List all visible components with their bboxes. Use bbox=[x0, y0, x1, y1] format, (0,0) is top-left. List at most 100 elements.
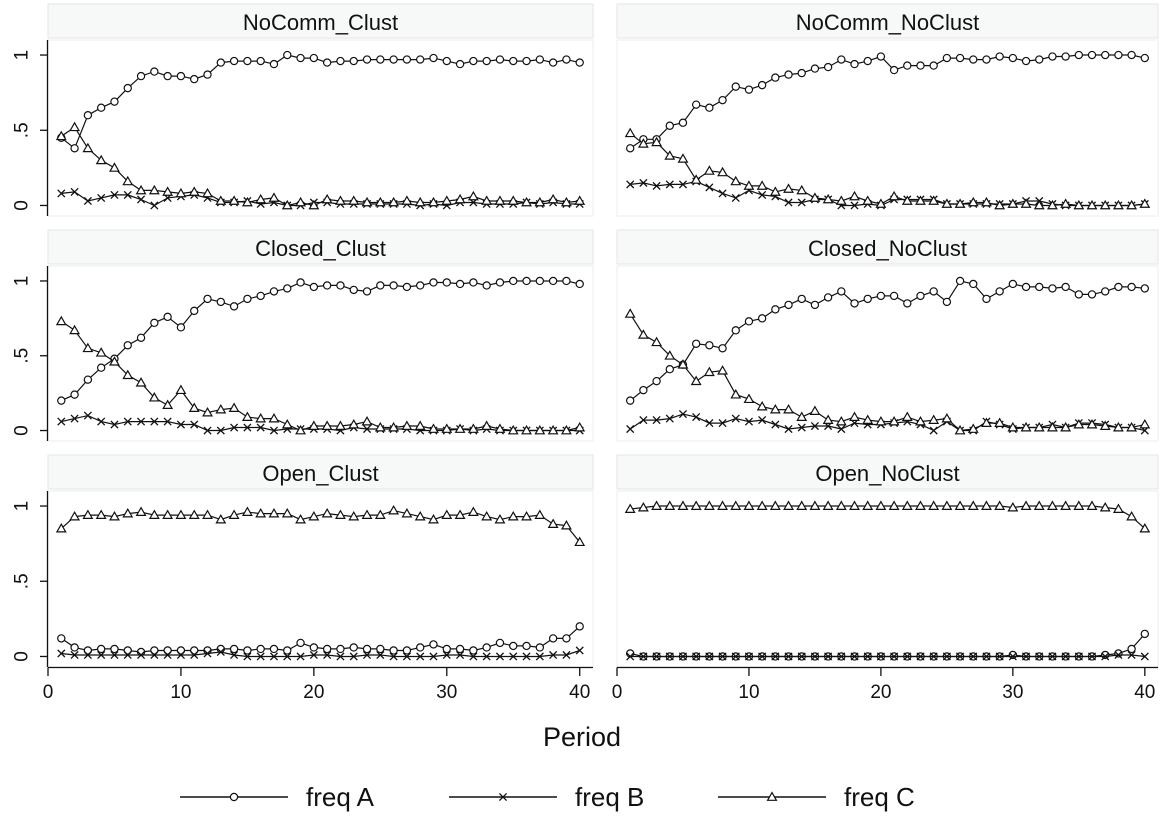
data-point bbox=[507, 510, 519, 521]
data-point bbox=[495, 638, 505, 648]
data-point bbox=[428, 196, 439, 207]
data-point bbox=[705, 183, 714, 192]
data-point bbox=[690, 174, 702, 184]
data-point bbox=[402, 652, 411, 661]
data-point bbox=[1008, 279, 1018, 289]
data-point bbox=[731, 326, 740, 335]
data-point bbox=[797, 294, 806, 304]
data-point bbox=[1140, 284, 1150, 293]
data-point bbox=[784, 70, 793, 79]
data-point bbox=[1061, 52, 1070, 61]
data-point bbox=[150, 201, 159, 210]
data-point bbox=[969, 55, 978, 64]
data-point bbox=[190, 306, 199, 316]
data-point bbox=[336, 56, 345, 66]
data-point bbox=[562, 634, 571, 643]
data-point bbox=[482, 56, 491, 66]
data-point bbox=[850, 59, 859, 69]
data-point bbox=[229, 56, 239, 66]
series-freq-c bbox=[55, 315, 586, 435]
data-point bbox=[216, 58, 226, 67]
data-point bbox=[148, 392, 160, 402]
data-point bbox=[70, 187, 79, 196]
data-point bbox=[309, 53, 319, 63]
data-point bbox=[467, 190, 479, 201]
y-tick-label: 1 bbox=[12, 276, 33, 287]
panel-title: NoComm_Clust bbox=[243, 10, 398, 35]
data-point bbox=[888, 500, 900, 510]
data-point bbox=[321, 193, 333, 204]
data-point bbox=[705, 418, 714, 428]
data-point bbox=[509, 56, 518, 66]
data-point bbox=[269, 426, 279, 435]
data-point bbox=[744, 417, 754, 426]
x-tick-label: 10 bbox=[738, 682, 759, 703]
data-point bbox=[954, 500, 966, 510]
data-point bbox=[322, 58, 332, 67]
data-point bbox=[69, 121, 81, 132]
data-point bbox=[467, 423, 479, 433]
data-point bbox=[348, 195, 360, 205]
data-point bbox=[309, 643, 319, 652]
data-point bbox=[574, 421, 586, 432]
data-point bbox=[216, 426, 225, 435]
data-point bbox=[1021, 56, 1031, 66]
data-point bbox=[888, 415, 900, 426]
data-point bbox=[281, 507, 293, 518]
data-point bbox=[389, 281, 398, 290]
data-point bbox=[1126, 421, 1138, 432]
x-tick-label: 0 bbox=[43, 682, 54, 703]
data-point bbox=[730, 175, 742, 186]
data-point bbox=[123, 83, 132, 93]
data-point bbox=[150, 417, 159, 426]
series-freq-c bbox=[55, 121, 586, 210]
data-point bbox=[83, 196, 92, 206]
data-point bbox=[1061, 652, 1070, 661]
data-point bbox=[1139, 418, 1151, 429]
data-point bbox=[95, 154, 107, 165]
data-point bbox=[414, 510, 426, 521]
data-point bbox=[797, 652, 806, 661]
data-point bbox=[691, 339, 701, 348]
data-point bbox=[665, 414, 674, 423]
y-axis: 0.51 bbox=[12, 40, 49, 216]
data-point bbox=[625, 396, 635, 405]
panel-open-clust: Open_Clust bbox=[47, 454, 594, 668]
data-point bbox=[148, 184, 160, 195]
data-point bbox=[929, 61, 938, 70]
data-point bbox=[283, 652, 292, 661]
data-point bbox=[677, 359, 689, 369]
data-point bbox=[743, 393, 755, 404]
series-line bbox=[60, 625, 581, 653]
data-point bbox=[981, 196, 992, 207]
data-point bbox=[575, 646, 584, 655]
data-point bbox=[849, 190, 860, 201]
data-point bbox=[901, 500, 913, 510]
legend-entry-freq-a: freq A bbox=[180, 782, 375, 812]
data-point bbox=[1021, 282, 1031, 292]
data-point bbox=[1126, 199, 1138, 210]
data-point bbox=[295, 513, 306, 524]
data-point bbox=[677, 153, 689, 163]
data-point bbox=[1007, 501, 1019, 512]
data-point bbox=[323, 650, 332, 660]
data-point bbox=[109, 356, 120, 366]
data-point bbox=[70, 390, 79, 399]
data-point bbox=[928, 195, 940, 205]
data-point bbox=[731, 82, 740, 91]
data-point bbox=[757, 314, 767, 323]
panel-open-noclust: Open_NoClust bbox=[616, 454, 1159, 668]
data-point bbox=[771, 73, 780, 82]
data-point bbox=[692, 413, 701, 422]
data-point bbox=[57, 417, 66, 426]
data-point bbox=[148, 509, 160, 519]
data-point bbox=[717, 166, 728, 177]
data-point bbox=[837, 55, 846, 64]
data-point bbox=[481, 510, 493, 521]
data-point bbox=[718, 344, 727, 353]
data-point bbox=[190, 420, 199, 429]
data-point bbox=[691, 100, 701, 109]
data-point bbox=[535, 643, 545, 652]
data-point bbox=[1127, 650, 1136, 660]
